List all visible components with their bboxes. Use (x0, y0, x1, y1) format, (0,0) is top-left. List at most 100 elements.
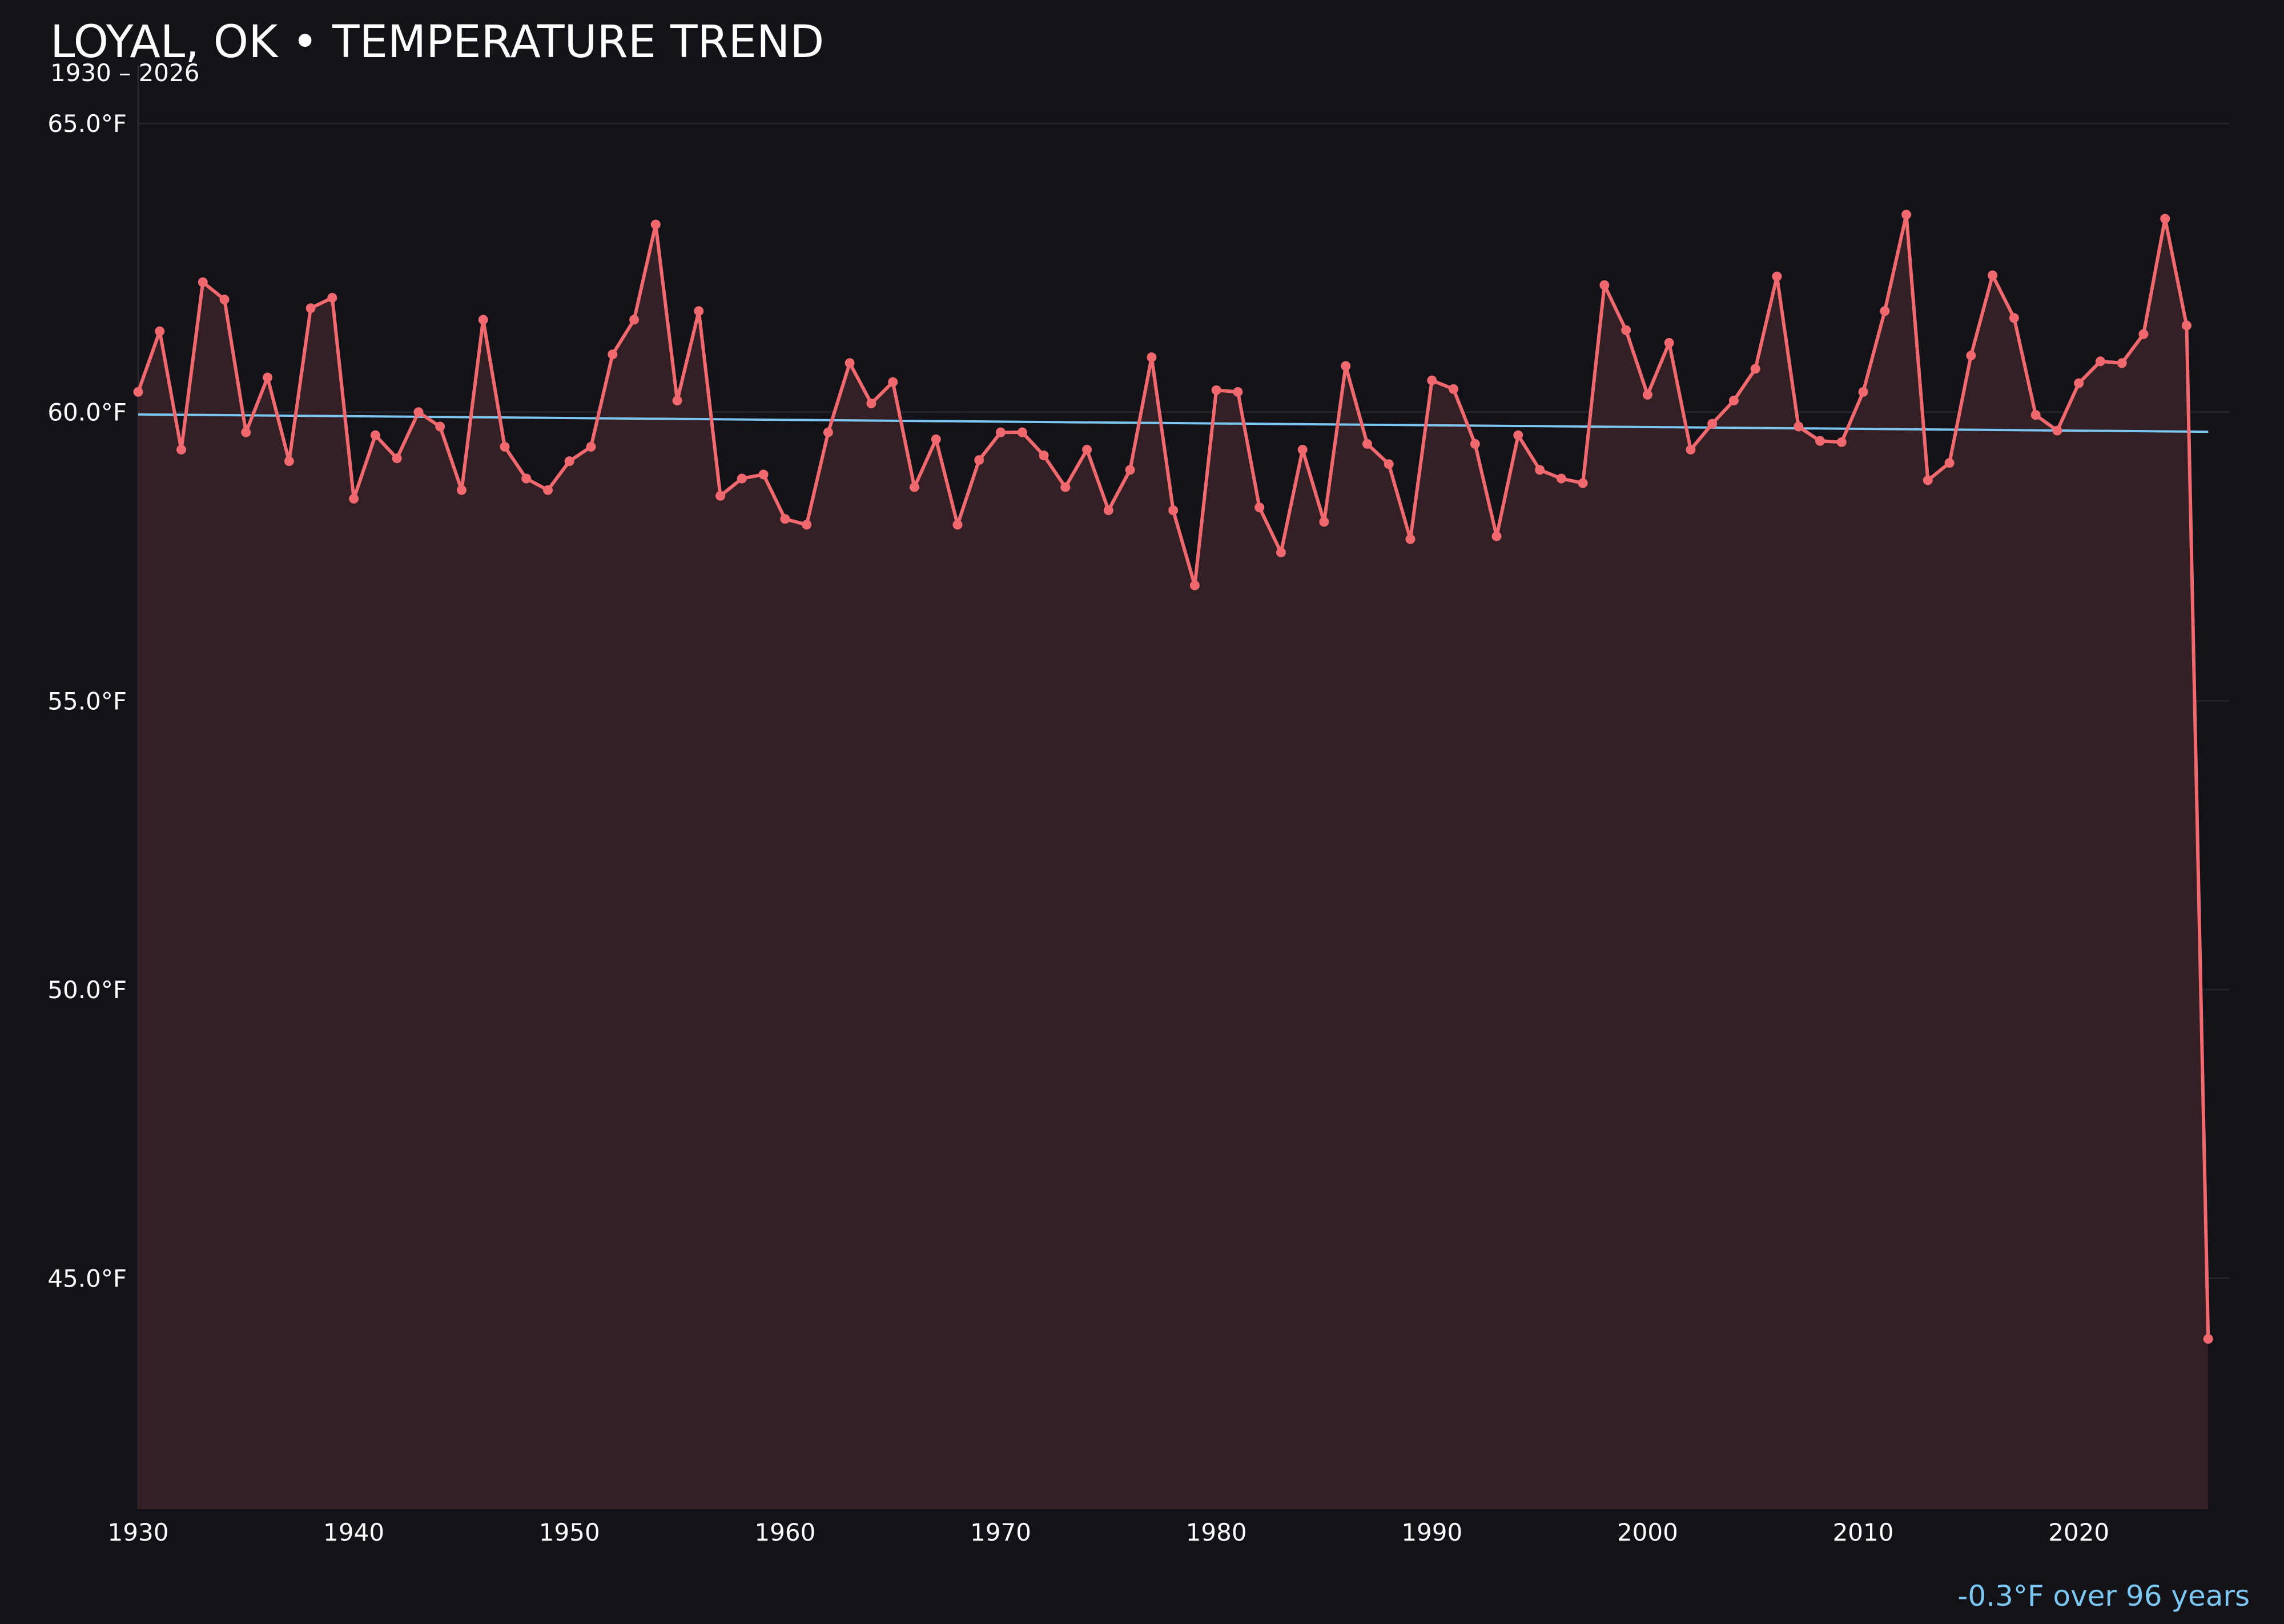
data-point (996, 427, 1006, 437)
data-point (1858, 387, 1868, 397)
x-tick-label: 1990 (1401, 1518, 1462, 1546)
x-tick-label: 1940 (323, 1518, 384, 1546)
data-point (866, 399, 876, 409)
data-point (1491, 531, 1502, 541)
data-point (952, 520, 963, 530)
data-point (1470, 439, 1480, 449)
data-point (1060, 482, 1071, 492)
data-point (1341, 361, 1351, 371)
data-point (1772, 271, 1782, 282)
data-point (931, 434, 941, 444)
data-point (1254, 503, 1265, 513)
data-point (1427, 375, 1437, 385)
data-point (1880, 306, 1890, 316)
data-point (1836, 437, 1847, 447)
data-point (1017, 427, 1027, 437)
trend-line (138, 413, 2209, 433)
x-tick-label: 2020 (2048, 1518, 2109, 1546)
data-point (650, 219, 661, 230)
data-point (198, 277, 208, 287)
data-point (1147, 352, 1157, 363)
data-point (1276, 547, 1286, 557)
data-point (672, 395, 682, 405)
x-tick-label: 2010 (1833, 1518, 1894, 1546)
data-point (521, 473, 532, 484)
x-tick-label: 1970 (970, 1518, 1031, 1546)
data-point (1923, 475, 1933, 485)
data-point (974, 455, 984, 465)
x-tick-label: 1950 (539, 1518, 600, 1546)
data-point (542, 485, 553, 495)
x-tick-label: 1960 (754, 1518, 815, 1546)
data-point (909, 482, 919, 492)
area-fill (138, 214, 2209, 1509)
data-point (2160, 214, 2170, 224)
data-point (629, 315, 640, 325)
data-point (2138, 329, 2149, 339)
data-point (1728, 395, 1739, 405)
data-point (1901, 210, 1912, 220)
data-point (823, 427, 833, 437)
data-point (2117, 358, 2127, 368)
data-point (2181, 320, 2191, 331)
data-point (1039, 451, 1049, 461)
data-point (456, 485, 467, 495)
data-point (1535, 465, 1545, 475)
data-point (219, 295, 230, 305)
data-point (1966, 351, 1976, 361)
data-point (2095, 356, 2105, 367)
data-point (608, 349, 618, 360)
x-axis: 1930 1940 1950 1960 1970 1980 1990 2000 2010 2020 (108, 1518, 2110, 1546)
data-point (1362, 439, 1372, 449)
x-tick-label: 1930 (108, 1518, 169, 1546)
data-point (1556, 473, 1566, 484)
trend-annotation: -0.3°F over 96 years (1957, 1579, 2250, 1613)
data-point (1578, 478, 1588, 488)
data-point (133, 387, 143, 397)
data-point (1211, 385, 1221, 395)
data-point (435, 421, 445, 432)
data-point (2030, 410, 2041, 420)
data-point (392, 453, 402, 464)
data-point (1513, 430, 1523, 440)
data-point (1621, 325, 1631, 335)
data-point (241, 427, 251, 437)
data-point (478, 315, 488, 325)
data-point (370, 430, 380, 440)
y-tick-label: 45.0°F (47, 1265, 127, 1293)
data-point (1449, 384, 1459, 394)
data-point (1642, 389, 1652, 400)
data-point (2009, 313, 2019, 323)
plot-area: 45.0°F50.0°F55.0°F60.0°F65.0°F 1930 1940 1… (47, 66, 2230, 1546)
data-point (1405, 534, 1416, 544)
data-point (1168, 505, 1179, 516)
data-point (1189, 580, 1200, 590)
data-point (1794, 421, 1804, 432)
data-point (2203, 1334, 2213, 1344)
data-point (349, 493, 359, 504)
data-point (1988, 270, 1998, 280)
y-tick-label: 50.0°F (47, 976, 127, 1004)
data-point (715, 491, 726, 501)
series (133, 210, 2213, 1509)
x-tick-label: 2000 (1617, 1518, 1678, 1546)
data-point (586, 441, 596, 452)
data-point (155, 326, 165, 336)
data-point (1686, 444, 1696, 455)
data-point (263, 372, 273, 383)
data-point (1664, 337, 1674, 348)
data-point (1103, 505, 1113, 516)
data-point (327, 293, 337, 303)
chart-subtitle: 1930 – 2026 (50, 59, 199, 87)
data-point (305, 303, 316, 313)
y-axis: 45.0°F 50.0°F 55.0°F 60.0°F 65.0°F (47, 110, 127, 1292)
y-tick-label: 65.0°F (47, 110, 127, 138)
data-point (1707, 419, 1718, 429)
y-tick-label: 55.0°F (47, 687, 127, 715)
data-point (564, 456, 574, 467)
data-point (2052, 425, 2062, 436)
data-point (1750, 364, 1760, 374)
data-point (413, 407, 424, 417)
data-point (758, 469, 769, 480)
